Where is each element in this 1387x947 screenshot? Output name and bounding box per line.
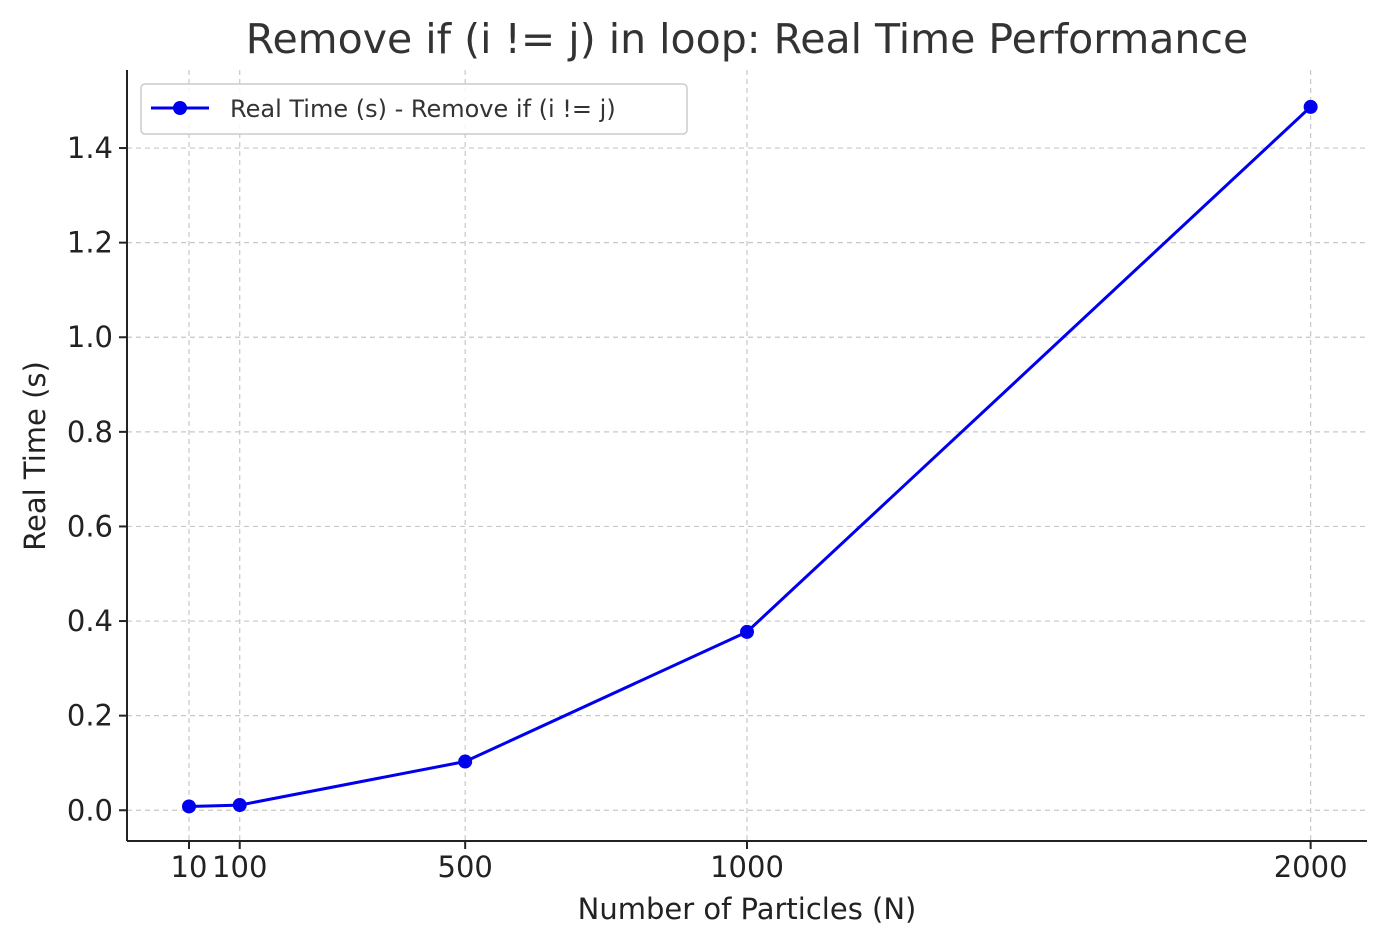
chart-title: Remove if (i != j) in loop: Real Time Pe… [246,15,1248,63]
y-tick-label: 1.0 [67,320,113,354]
data-point [182,799,196,814]
y-tick-label: 0.0 [67,793,113,827]
axes [126,70,1367,842]
x-tick-label: 2000 [1274,850,1348,884]
legend-swatch-marker [173,101,187,115]
y-tick-label: 0.6 [67,509,113,543]
legend-box [140,83,688,135]
tick-marks: 0.0 0.2 0.4 0.6 0.8 1.0 1.2 1.4 10 100 500 1000 2000 [67,131,1348,884]
y-tick-label: 1.2 [67,226,113,260]
y-tick-label: 1.4 [67,131,113,165]
data-point [232,798,247,813]
x-tick-label: 500 [438,850,493,884]
x-tick-label: 100 [212,850,267,884]
x-axis-title: Number of Particles (N) [578,892,917,926]
y-tick-label: 0.8 [67,415,113,449]
data-point [458,754,473,769]
data-point [740,624,754,639]
y-tick-label: 0.4 [67,604,113,638]
y-axis-title: Real Time (s) [18,361,52,551]
y-tick-label: 0.2 [67,699,113,733]
legend: Real Time (s) - Remove if (i != j) [140,83,688,135]
data-point [1303,99,1318,114]
series-layer [182,99,1318,814]
grid-lines [127,70,1367,841]
x-tick-label: 10 [171,850,208,884]
legend-label: Real Time (s) - Remove if (i != j) [230,95,616,123]
x-tick-label: 1000 [710,850,784,884]
series-line [188,105,1312,808]
